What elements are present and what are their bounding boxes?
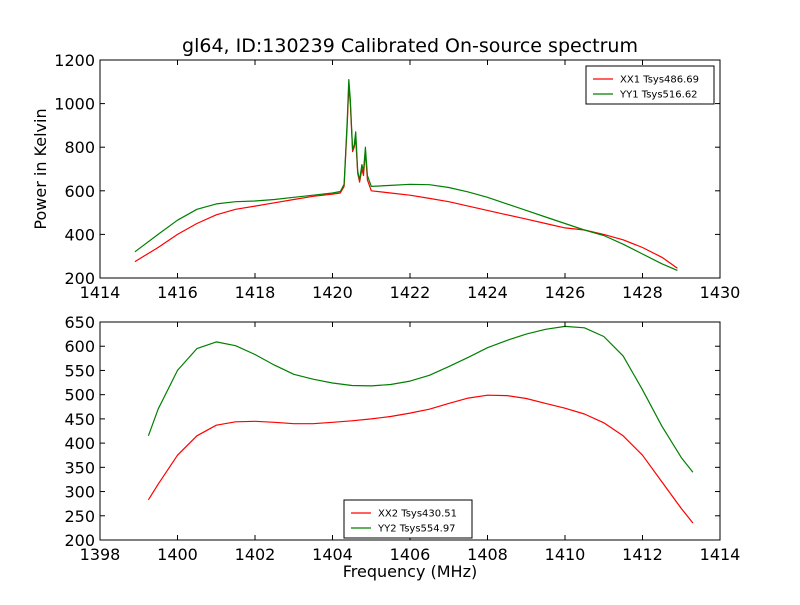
y-tick-label: 250 (64, 507, 95, 526)
y-tick-label: 350 (64, 458, 95, 477)
x-tick-label: 1424 (467, 283, 508, 302)
x-axis-label: Frequency (MHz) (343, 562, 477, 581)
y-tick-label: 400 (64, 225, 95, 244)
series-line-2-2 (147, 325, 694, 473)
x-tick-label: 1402 (235, 545, 276, 564)
chart-title: gl64, ID:130239 Calibrated On-source spe… (182, 35, 638, 57)
x-tick-label: 1430 (700, 283, 741, 302)
y-tick-label: 1000 (54, 95, 95, 114)
y-tick-label: 200 (64, 531, 95, 550)
y-tick-label: 600 (64, 182, 95, 201)
series-line-2-1 (147, 394, 694, 524)
y-tick-label: 450 (64, 410, 95, 429)
legend-label: YY1 Tsys516.62 (619, 90, 698, 101)
x-tick-label: 1408 (467, 545, 508, 564)
x-tick-label: 1404 (312, 545, 353, 564)
y-tick-label: 600 (64, 337, 95, 356)
x-tick-label: 1428 (622, 283, 663, 302)
y-tick-label: 200 (64, 269, 95, 288)
series-line-1-1 (134, 85, 678, 269)
y-tick-label: 300 (64, 483, 95, 502)
x-tick-label: 1416 (157, 283, 198, 302)
x-tick-label: 1400 (157, 545, 198, 564)
x-tick-label: 1412 (622, 545, 663, 564)
legend-label: YY2 Tsys554.97 (377, 524, 456, 535)
y-tick-label: 500 (64, 386, 95, 405)
y-tick-label: 650 (64, 313, 95, 332)
y-axis-label: Power in Kelvin (31, 108, 50, 229)
x-tick-label: 1410 (545, 545, 586, 564)
legend-box-1 (585, 65, 715, 105)
y-tick-label: 550 (64, 361, 95, 380)
x-tick-label: 1422 (390, 283, 431, 302)
series-line-1-2 (134, 78, 678, 271)
legend-label: XX1 Tsys486.69 (620, 75, 699, 86)
x-tick-label: 1426 (545, 283, 586, 302)
x-tick-label: 1418 (235, 283, 276, 302)
x-tick-label: 1406 (390, 545, 431, 564)
legend-box-2 (343, 499, 473, 539)
x-tick-label: 1398 (80, 545, 121, 564)
y-tick-label: 1200 (54, 51, 95, 70)
x-tick-label: 1414 (700, 545, 741, 564)
x-tick-label: 1420 (312, 283, 353, 302)
legend-label: XX2 Tsys430.51 (378, 509, 457, 520)
y-tick-label: 400 (64, 434, 95, 453)
x-tick-label: 1414 (80, 283, 121, 302)
y-tick-label: 800 (64, 138, 95, 157)
